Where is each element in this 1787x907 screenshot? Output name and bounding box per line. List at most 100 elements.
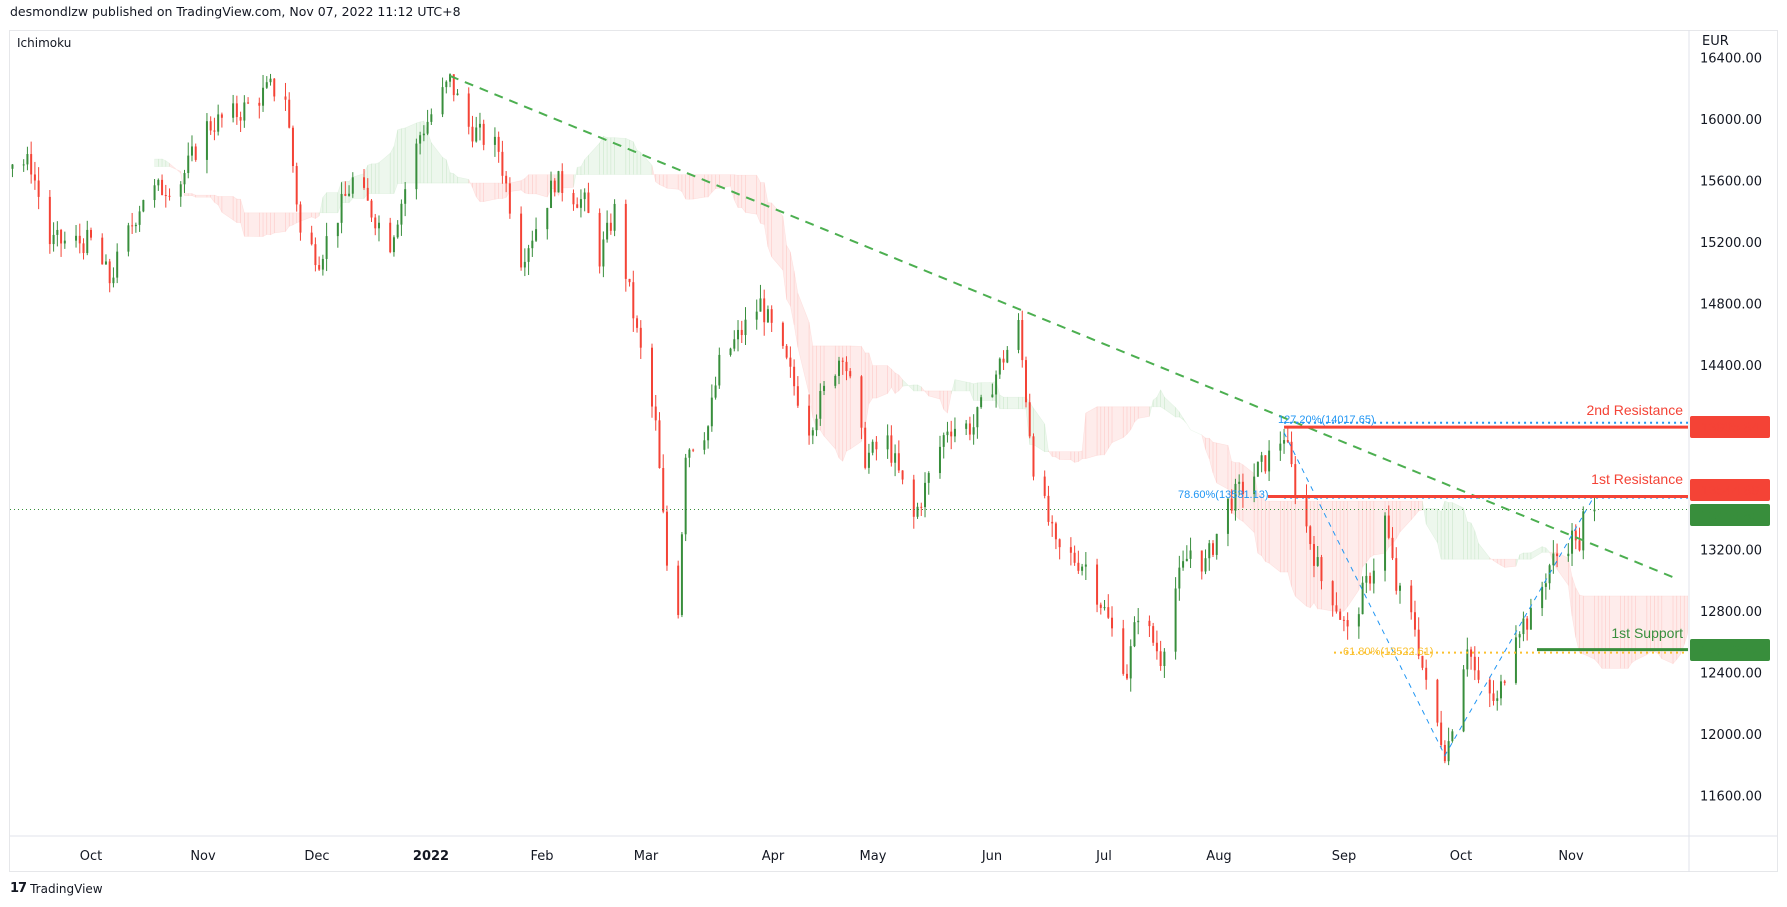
candle-body [535, 229, 538, 241]
candle-body [441, 87, 444, 115]
candle-body [52, 234, 55, 245]
cloud-bullish [580, 159, 585, 176]
price-tick-label: 12000.00 [1700, 728, 1762, 743]
candle-body [1290, 441, 1293, 465]
candle-body [680, 534, 683, 616]
cloud-bullish [1190, 429, 1202, 436]
cloud-bearish [217, 196, 223, 213]
time-tick-label: Apr [762, 849, 785, 864]
cloud-bullish [389, 145, 395, 194]
candle-body [284, 96, 287, 100]
cloud-bullish [606, 137, 612, 175]
cloud-bearish [273, 212, 286, 234]
cloud-bearish [483, 182, 496, 202]
candle-body [692, 449, 695, 451]
first-support-price-tag: 12548.42 [1690, 638, 1770, 661]
cloud-bullish [318, 197, 324, 217]
candle-body [1241, 481, 1244, 495]
cloud-bearish [315, 212, 320, 220]
cloud-bullish [1515, 554, 1520, 567]
candle-body [1226, 498, 1229, 534]
cloud-bearish [1418, 500, 1423, 512]
cloud-bullish [636, 149, 642, 175]
candle-body [1099, 604, 1102, 608]
candle-body [572, 192, 575, 205]
candle-body [965, 423, 968, 429]
cloud-bearish [1070, 451, 1075, 463]
cloud-bearish [1268, 500, 1281, 573]
cloud-bearish [195, 194, 208, 198]
candle-body [134, 224, 137, 227]
candle-body [1346, 620, 1349, 627]
cloud-bearish [1081, 412, 1087, 460]
cloud-bearish [719, 174, 731, 189]
candle-body [759, 298, 762, 312]
candle-body [1369, 575, 1372, 584]
candle-body [1582, 511, 1585, 551]
candle-body [808, 405, 811, 436]
cloud-bearish [1294, 500, 1307, 607]
candle-body [613, 203, 616, 231]
candle-body [1021, 319, 1024, 361]
candle-body [894, 453, 897, 463]
cloud-bullish [453, 173, 458, 184]
cloud-bearish [790, 251, 795, 326]
cloud-bullish [1541, 546, 1547, 553]
footer-brand[interactable]: 17 TradingView [10, 881, 103, 896]
candle-body [1129, 646, 1132, 679]
candle-body [348, 193, 351, 196]
cloud-bullish [1526, 552, 1532, 560]
cloud-bearish [771, 202, 784, 271]
cloud-bullish [973, 382, 978, 401]
cloud-bullish [1149, 399, 1154, 417]
candle-body [209, 121, 212, 131]
price-tick-label: 12800.00 [1700, 605, 1762, 620]
candle-body [1264, 455, 1267, 472]
candle-body [781, 322, 784, 346]
cloud-bullish [393, 129, 398, 194]
cloud-bearish [1265, 500, 1270, 564]
cloud-bearish [793, 270, 799, 348]
cloud-bearish [666, 174, 679, 190]
candle-body [1522, 618, 1525, 635]
cloud-bullish [1523, 552, 1528, 560]
indicator-legend[interactable]: Ichimoku [17, 36, 72, 50]
candle-body [310, 232, 313, 245]
candle-body [950, 431, 953, 437]
candle-body [998, 358, 1001, 375]
cloud-bearish [1489, 557, 1494, 562]
price-tick-label: 16400.00 [1700, 52, 1762, 67]
candle-body [430, 114, 433, 122]
cloud-bearish [498, 182, 503, 199]
candle-body [587, 192, 590, 213]
cloud-bearish [1687, 595, 1688, 634]
cloud-bullish [902, 378, 915, 392]
candle-body [48, 196, 51, 245]
cloud-bearish [947, 390, 952, 414]
cloud-bearish [786, 244, 791, 308]
cloud-bearish [1100, 406, 1105, 456]
time-tick-label: Nov [1558, 849, 1584, 864]
candle-body [980, 397, 983, 408]
time-tick-label: Dec [304, 849, 329, 864]
cloud-bearish [864, 352, 870, 427]
candle-body [1256, 461, 1259, 477]
candle-body [598, 212, 601, 267]
cloud-bearish [292, 212, 298, 226]
candle-body [452, 74, 455, 96]
cloud-bullish [1182, 417, 1188, 424]
candle-body [415, 143, 418, 190]
candle-body [101, 237, 104, 265]
candle-body [550, 180, 553, 208]
candle-body [1365, 575, 1368, 583]
candle-body [636, 318, 639, 328]
candle-body [819, 391, 822, 419]
cloud-bearish [262, 212, 268, 237]
cloud-bearish [1399, 500, 1412, 533]
publish-info: desmondlzw published on TradingView.com,… [10, 4, 461, 19]
candle-body [665, 511, 668, 566]
candle-body [707, 426, 710, 441]
cloud-bearish [846, 345, 851, 452]
cloud-bullish [969, 382, 974, 401]
